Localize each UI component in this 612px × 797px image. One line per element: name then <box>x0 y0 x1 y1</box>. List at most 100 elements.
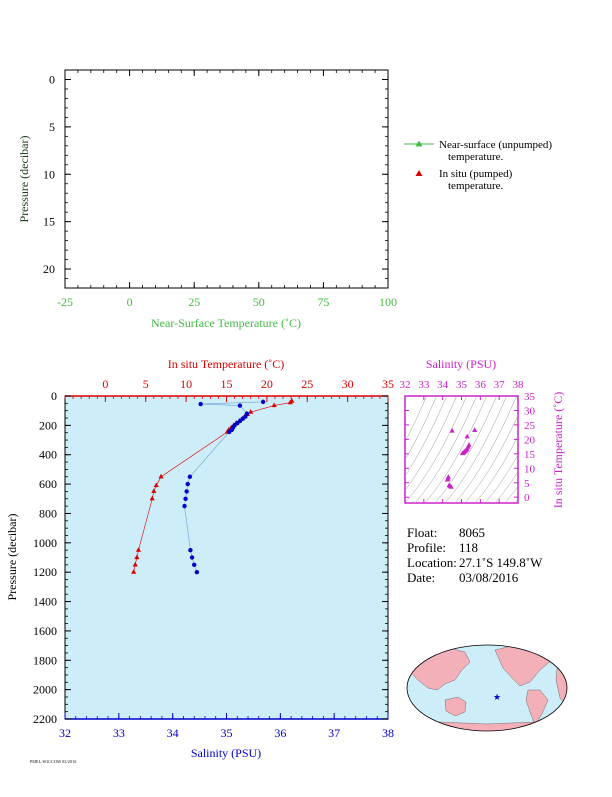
ts-x-tick-label: 38 <box>513 379 525 391</box>
date-row: Date: 03/08/2016 <box>407 570 542 585</box>
legend-item-label-2: temperature. <box>448 180 504 192</box>
temperature-point <box>135 547 142 552</box>
temperature-point <box>149 495 155 501</box>
ts-temperature-axis: 0 5 10 15 20 25 30 35 <box>405 391 536 504</box>
temp-tick-label: 20 <box>261 377 273 391</box>
temp-tick-label: 15 <box>221 377 233 391</box>
density-contour <box>504 486 518 503</box>
ts-y-tick-label: 10 <box>524 463 536 475</box>
ts-x-tick-label: 34 <box>437 379 449 391</box>
ts-point <box>472 427 478 433</box>
density-contour <box>474 435 518 503</box>
salinity-point <box>183 496 188 501</box>
sal-tick-label: 36 <box>274 726 286 740</box>
date-value: 03/08/2016 <box>459 570 519 585</box>
temperature-axis-label: In situ Temperature (˚C) <box>168 357 285 371</box>
pressure-axis: 0 200 400 600 800 1000 1200 1400 1600 1800 2000 220… <box>33 389 388 726</box>
pressure-tick-label: 2200 <box>33 712 57 726</box>
density-contour <box>444 396 507 503</box>
temp-tick-label: 35 <box>382 377 394 391</box>
salinity-point <box>237 403 243 408</box>
top-plot-area <box>64 69 389 289</box>
ts-point <box>448 484 454 489</box>
pressure-tick-label: 1400 <box>33 595 57 609</box>
ts-y-tick-label: 0 <box>524 492 530 504</box>
profile-value: 118 <box>459 540 479 555</box>
salinity-axis-label: Salinity (PSU) <box>191 746 261 760</box>
ts-point <box>464 433 470 439</box>
ts-y-tick-label: 25 <box>524 420 536 432</box>
antarctica-shape <box>407 721 567 731</box>
ts-point <box>459 450 466 456</box>
temp-tick-label: 25 <box>301 377 313 391</box>
pressure-tick-label: 1200 <box>33 565 57 579</box>
salinity-point <box>192 562 197 568</box>
ts-x-tick-label: 36 <box>475 379 487 391</box>
ts-y-tick-label: 30 <box>524 405 536 417</box>
ts-y-tick-label: 5 <box>524 478 530 490</box>
density-contour <box>405 396 437 461</box>
south-america-shape <box>525 689 549 726</box>
y-tick-label: 15 <box>43 215 55 229</box>
legend-red-triangle-icon <box>415 170 423 176</box>
legend-green-triangle-icon <box>415 140 423 147</box>
float-value: 8065 <box>459 525 485 540</box>
x-tick-label: 100 <box>379 295 397 309</box>
location-value: 27.1˚S 149.8˚W <box>459 555 543 570</box>
y-tick-label: 5 <box>49 120 55 134</box>
legend-item-label: In situ (pumped) <box>439 168 513 180</box>
map-border <box>406 644 568 732</box>
salinity-point <box>260 399 266 405</box>
temperature-axis: 0 5 10 15 20 25 30 35 <box>64 377 394 402</box>
salinity-point <box>188 547 193 553</box>
density-contour <box>434 396 497 503</box>
ts-point <box>444 476 450 482</box>
ts-series <box>444 427 478 489</box>
density-contour <box>535 376 605 503</box>
density-contour <box>405 396 467 503</box>
profile-row: Profile: 118 <box>407 540 542 555</box>
legend: Near-surface (unpumped) temperature. In … <box>404 139 552 192</box>
x-tick-label: 50 <box>253 295 265 309</box>
pressure-tick-label: 1600 <box>33 624 57 638</box>
pressure-tick-label: 2000 <box>33 683 57 697</box>
temperature-point <box>153 482 159 488</box>
salinity-point <box>189 555 195 560</box>
sal-tick-label: 33 <box>113 726 125 740</box>
salinity-point <box>226 429 232 435</box>
ts-point <box>449 427 455 433</box>
density-contour <box>454 396 517 503</box>
density-contours <box>405 376 605 503</box>
x-tick-label: 25 <box>188 295 200 309</box>
top-x-axis: -25 0 25 50 75 100 <box>57 70 397 309</box>
ts-salinity-axis: 32 33 34 35 36 37 38 <box>400 379 525 503</box>
x-tick-label: -25 <box>57 295 73 309</box>
legend-item-label: Near-surface (unpumped) <box>439 139 552 151</box>
australia-shape <box>444 696 467 717</box>
profile-chart: 0 5 10 15 20 25 30 35 32 33 34 35 36 37 38 0 200 400 600… <box>5 357 394 760</box>
profile-label: Profile: <box>407 540 446 555</box>
ts-y-tick-label: 35 <box>524 391 536 403</box>
salinity-point <box>194 569 200 575</box>
ts-diagram: 32 33 34 35 36 37 38 0 5 10 15 20 25 30 35 Salinity (… <box>400 357 605 509</box>
salinity-axis: 32 33 34 35 36 37 38 <box>59 713 394 740</box>
ts-salinity-axis-label: Salinity (PSU) <box>426 357 496 371</box>
density-contour <box>405 396 457 491</box>
temperature-point <box>158 473 164 479</box>
salinity-point <box>184 489 189 494</box>
density-contour <box>424 396 487 503</box>
ts-temperature-axis-label: In situ Temperature (˚C) <box>551 392 565 509</box>
density-contour <box>414 396 477 503</box>
salinity-point <box>187 474 193 479</box>
temperature-point <box>271 402 277 408</box>
float-label: Float: <box>407 525 438 540</box>
pressure-tick-label: 800 <box>39 506 57 520</box>
pressure-tick-label: 1000 <box>33 536 57 550</box>
temperature-point <box>132 561 138 567</box>
pressure-tick-label: 600 <box>39 477 57 491</box>
top-y-axis: 0 5 10 15 20 <box>43 69 388 289</box>
x-tick-label: 75 <box>317 295 329 309</box>
location-row: Location: 27.1˚S 149.8˚W <box>407 555 542 570</box>
